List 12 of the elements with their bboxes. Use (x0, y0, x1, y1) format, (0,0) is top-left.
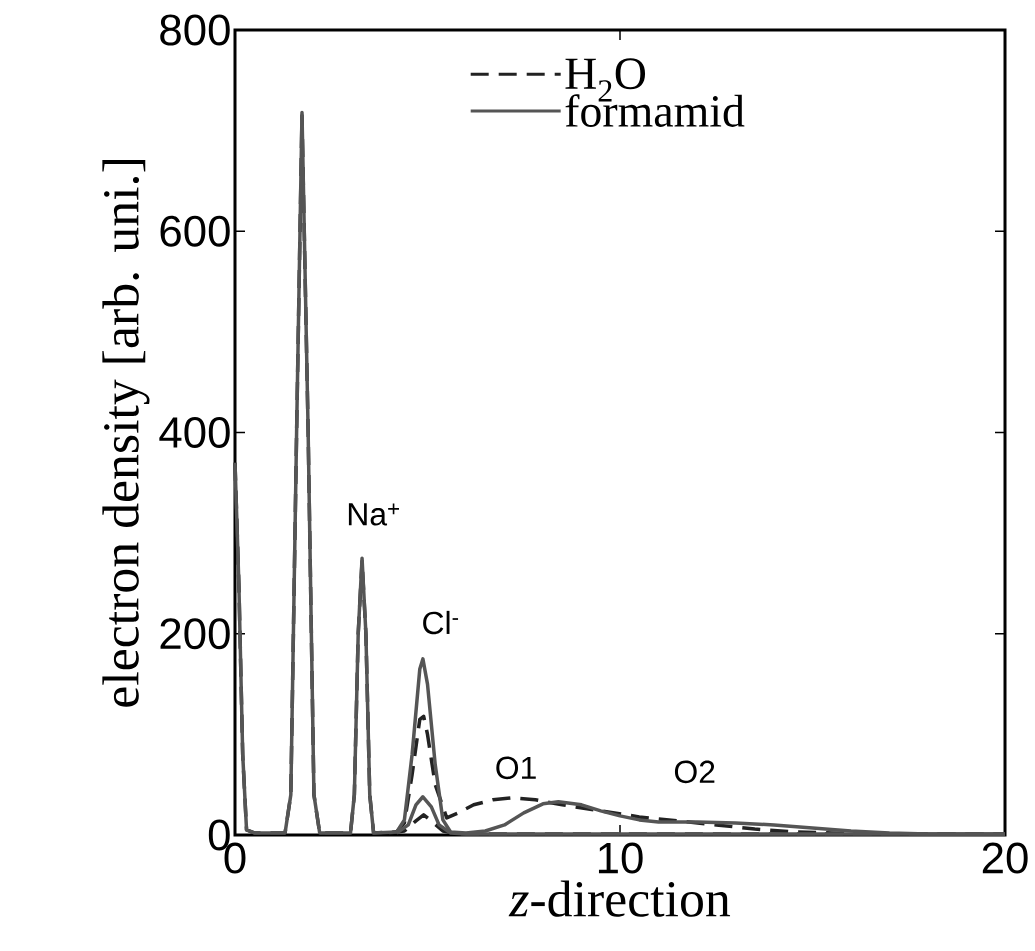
y-tick-label: 400 (159, 416, 230, 449)
x-axis-title: z-direction (508, 880, 731, 917)
annotation: Na$^{+}$ (348, 503, 399, 526)
y-tick-label: 200 (160, 618, 230, 650)
y-tick-label: 600 (160, 215, 230, 247)
annotation: O1 (496, 756, 536, 780)
y-axis-title: electron density [arb. uni.] (102, 160, 150, 707)
annotation: Cl$^{-}$ (423, 610, 459, 635)
annotation: O2 (674, 760, 715, 784)
y-tick-label: 800 (160, 14, 230, 46)
x-tick-label: 20 (982, 842, 1028, 874)
x-tick-label: 10 (598, 842, 643, 874)
